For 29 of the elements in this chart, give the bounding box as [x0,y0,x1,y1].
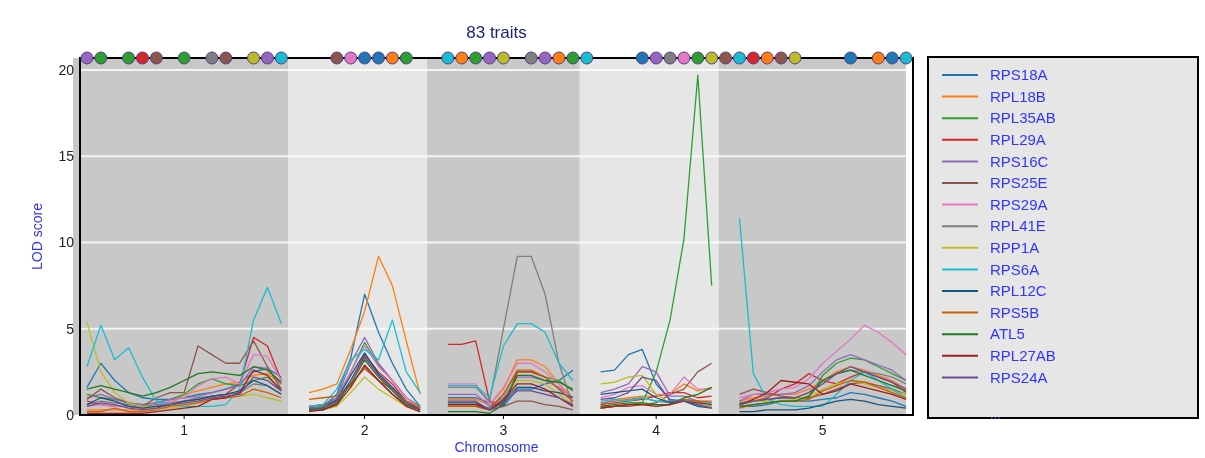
x-tick-label: 3 [499,422,508,438]
legend-label: RPS16C [990,152,1049,170]
x-tick-label: 1 [180,422,189,438]
legend-label: RPL29A [990,131,1046,149]
legend-label: ATL5 [990,325,1025,343]
legend-label: RPS18A [990,66,1048,84]
y-tick-label: 15 [58,148,75,165]
legend-label: RPS5B [990,303,1040,321]
legend-label: RPL18B [990,87,1046,105]
legend-label: RPL41E [990,217,1046,235]
y-axis-title: LOD score [29,202,45,270]
chart-title: 83 traits [466,23,527,42]
legend-label: RPL35AB [990,109,1056,127]
text: ... [990,406,1001,422]
y-tick-label: 0 [66,406,75,423]
legend-label: RPS24A [990,368,1048,386]
legend-label: RPS25E [990,174,1048,192]
y-tick-label: 5 [66,320,75,337]
y-tick-label: 10 [58,234,75,251]
legend-label: RPL12C [990,282,1047,300]
legend-label: RPS6A [990,260,1040,278]
legend-label: RPP1A [990,239,1040,257]
legend-label: RPS29A [990,195,1048,213]
x-tick-label: 2 [360,422,369,438]
y-tick-label: 20 [58,61,75,78]
x-tick-label: 4 [652,422,661,438]
x-tick-label: 5 [818,422,827,438]
x-axis-title: Chromosome [454,439,539,455]
legend-label: RPL27AB [990,347,1056,365]
